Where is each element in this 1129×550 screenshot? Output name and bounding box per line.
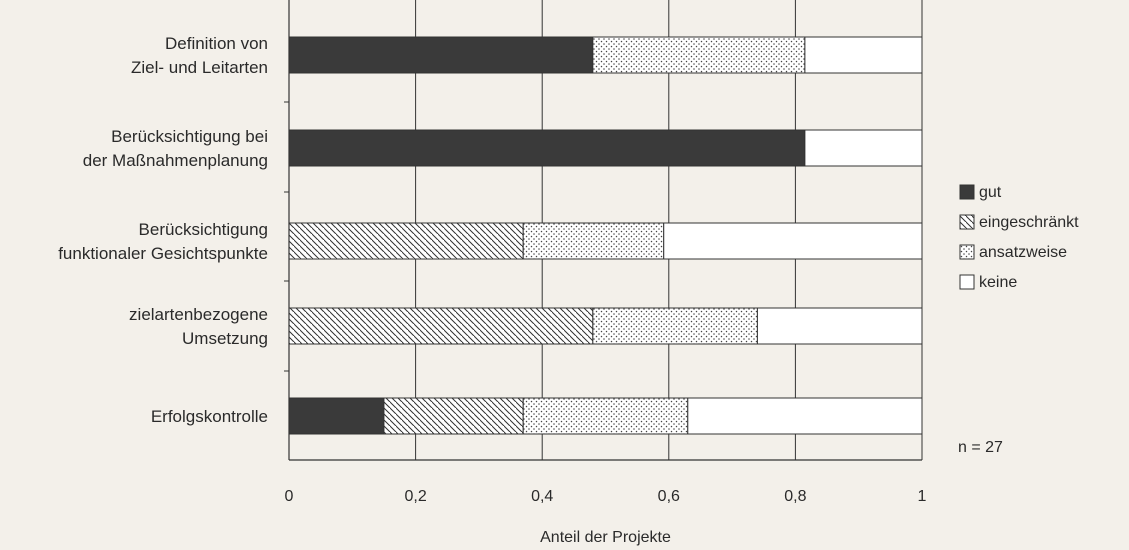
bar-4-eingeschränkt: [383, 397, 524, 435]
legend-label-gut: gut: [979, 184, 1002, 201]
x-axis-title: Anteil der Projekte: [540, 529, 671, 546]
bar-2-keine: [663, 222, 923, 260]
bar-4-ansatzweise: [522, 397, 689, 435]
category-label-3: zielartenbezogene Umsetzung: [129, 305, 268, 348]
bar-2-ansatzweise: [522, 222, 665, 260]
legend-item-gut: gut: [959, 184, 1002, 201]
legend-item-ansatzweise: ansatzweise: [959, 244, 1067, 261]
legend-swatch-keine: [959, 274, 975, 290]
x-tick-label-1: 0,2: [404, 488, 426, 505]
legend-label-ansatzweise: ansatzweise: [979, 244, 1067, 261]
bar-0-gut: [288, 36, 594, 74]
category-labels: Definition von Ziel- und Leitarten Berücks…: [58, 34, 268, 426]
legend-swatch-eingeschränkt: [959, 214, 975, 230]
legend: gut eingeschränkt ansatzweise keine: [959, 184, 1079, 291]
bar-4-keine: [687, 397, 923, 435]
bar-4-gut: [288, 397, 385, 435]
bar-3-ansatzweise: [592, 307, 758, 345]
category-label-4: Erfolgskontrolle: [151, 407, 268, 426]
x-tick-label-0: 0: [285, 488, 294, 505]
bar-0-keine: [804, 36, 923, 74]
x-tick-label-2: 0,4: [531, 488, 553, 505]
bar-1-keine: [804, 129, 923, 167]
x-tick-label-5: 1: [918, 488, 927, 505]
bar-3-eingeschränkt: [288, 307, 594, 345]
legend-item-eingeschränkt: eingeschränkt: [959, 214, 1079, 231]
bars: [288, 36, 923, 435]
legend-swatch-ansatzweise: [959, 244, 975, 260]
legend-item-keine: keine: [959, 274, 1017, 291]
bar-3-keine: [756, 307, 923, 345]
legend-swatch-gut: [959, 184, 975, 200]
sample-size-annotation: n = 27: [958, 439, 1003, 456]
category-label-1: Berücksichtigung bei der Maßnahmenplanung: [83, 127, 268, 170]
bar-2-eingeschränkt: [288, 222, 524, 260]
legend-label-eingeschränkt: eingeschränkt: [979, 214, 1079, 231]
bar-1-gut: [288, 129, 806, 167]
axes: [284, 0, 922, 461]
x-tick-label-4: 0,8: [784, 488, 806, 505]
x-tick-label-3: 0,6: [658, 488, 680, 505]
bar-0-ansatzweise: [592, 36, 806, 74]
category-label-0: Definition von Ziel- und Leitarten: [131, 34, 268, 77]
legend-label-keine: keine: [979, 274, 1017, 291]
x-tick-labels: 0 0,2 0,4 0,6 0,8 1: [285, 488, 927, 505]
category-label-2: Berücksichtigung funktionaler Gesichtspun…: [58, 220, 268, 263]
